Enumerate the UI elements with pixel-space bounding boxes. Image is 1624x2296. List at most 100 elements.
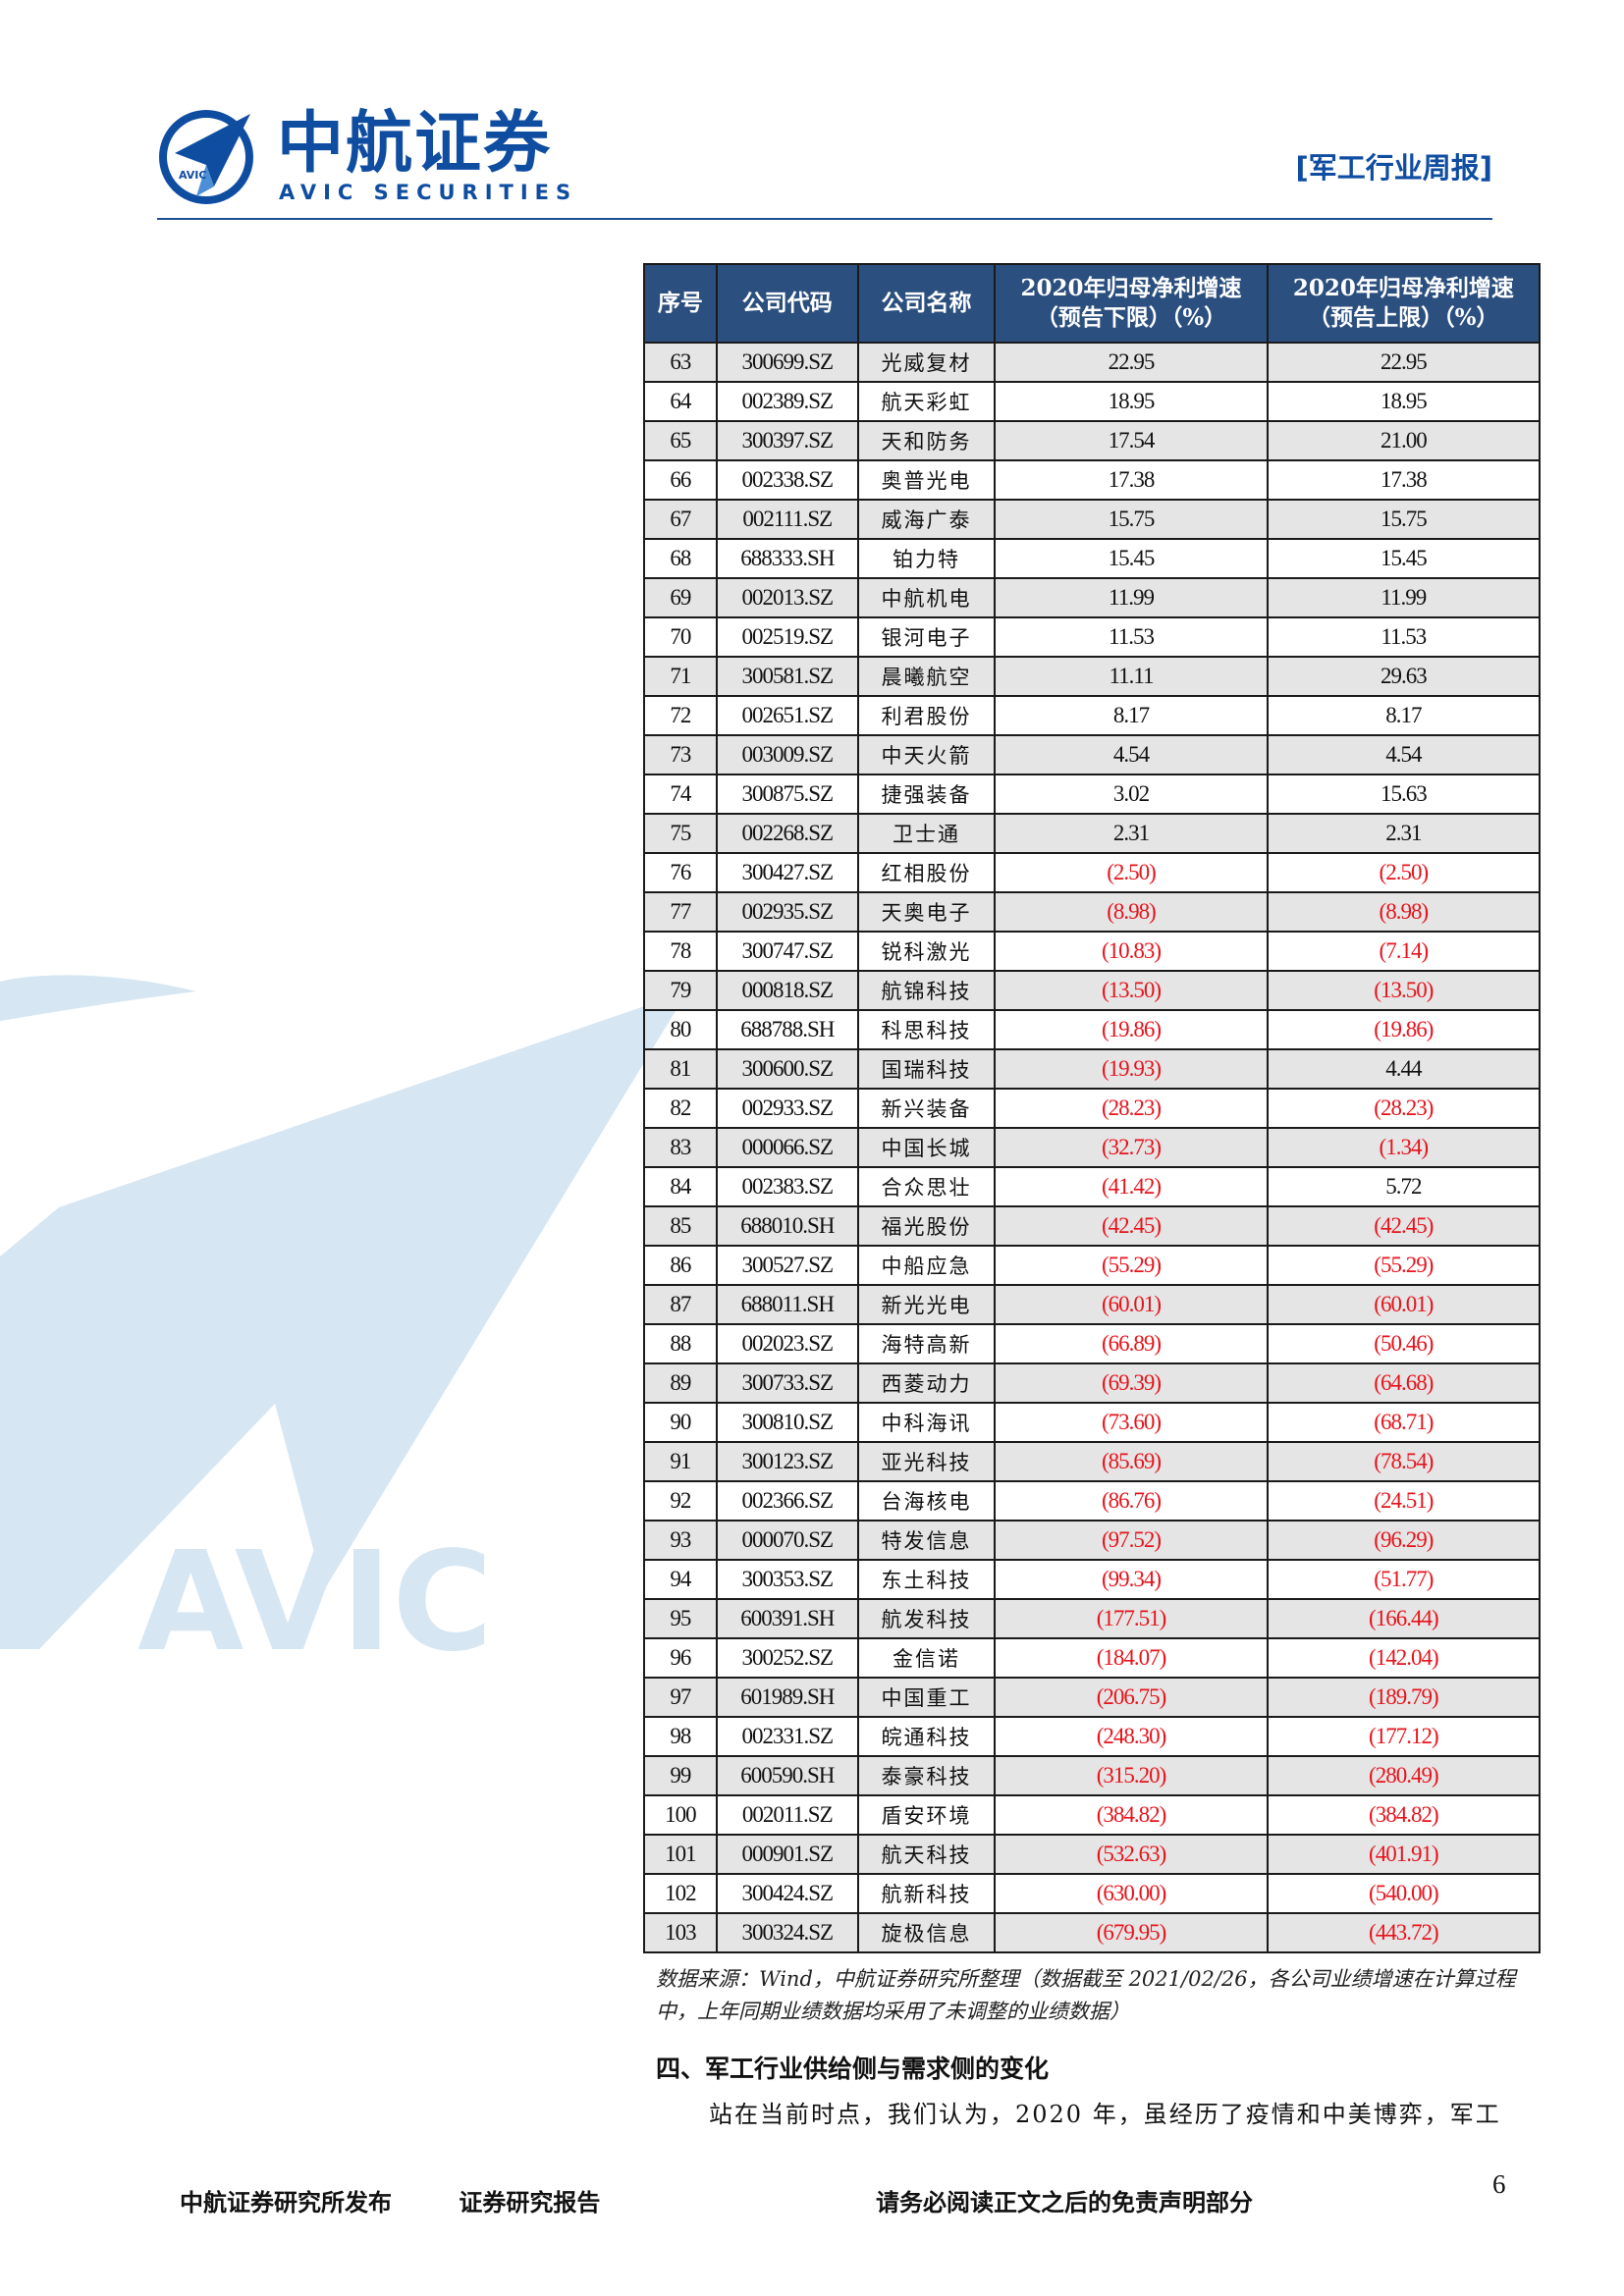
table-row: 82 002933.SZ 新兴装备 (28.23) (28.23) [643, 1088, 1542, 1129]
cell-growth-lower: (177.51) [994, 1598, 1269, 1639]
cell-index: 63 [643, 342, 718, 383]
cell-name: 中科海讯 [856, 1402, 997, 1443]
cell-index: 73 [643, 734, 718, 775]
cell-name: 旋极信息 [856, 1912, 997, 1953]
cell-growth-lower: (13.50) [994, 970, 1269, 1011]
cell-growth-upper: (189.79) [1266, 1677, 1542, 1718]
header-divider [157, 218, 1492, 220]
cell-index: 79 [643, 970, 718, 1011]
footer-doc-type: 证券研究报告 [459, 2189, 601, 2216]
cell-growth-lower: 17.38 [994, 459, 1269, 501]
cell-code: 002268.SZ [715, 813, 859, 854]
cell-code: 600590.SH [715, 1755, 859, 1796]
cell-growth-upper: (24.51) [1266, 1480, 1542, 1522]
cell-code: 003009.SZ [715, 734, 859, 775]
cell-growth-lower: 15.45 [994, 538, 1269, 579]
cell-code: 300424.SZ [715, 1873, 859, 1914]
cell-growth-upper: (142.04) [1266, 1637, 1542, 1679]
cell-index: 90 [643, 1402, 718, 1443]
logo-chinese: 中航证券 [277, 105, 553, 183]
cell-code: 688010.SH [715, 1205, 859, 1247]
cell-growth-upper: (19.86) [1266, 1009, 1542, 1050]
report-type-tag: [军工行业周报] [1295, 151, 1492, 185]
watermark-text: AVIC [137, 1522, 493, 1682]
cell-code: 300123.SZ [715, 1441, 859, 1482]
page-header: AVIC 中航证券 AVIC SECURITIES [军工行业周报] [157, 106, 1492, 224]
cell-code: 601989.SH [715, 1677, 859, 1718]
table-row: 63 300699.SZ 光威复材 22.95 22.95 [643, 342, 1542, 383]
cell-growth-lower: (42.45) [994, 1205, 1269, 1247]
cell-growth-upper: (55.29) [1266, 1245, 1542, 1286]
cell-growth-lower: (10.83) [994, 931, 1269, 972]
cell-name: 金信诺 [856, 1637, 997, 1679]
cell-name: 中天火箭 [856, 734, 997, 775]
cell-index: 74 [643, 774, 718, 815]
footer-disclaimer: 请务必阅读正文之后的免责声明部分 [876, 2189, 1253, 2216]
cell-name: 铂力特 [856, 538, 997, 579]
logo-badge: AVIC [179, 169, 206, 182]
table-row: 66 002338.SZ 奥普光电 17.38 17.38 [643, 459, 1542, 501]
cell-growth-lower: 11.99 [994, 577, 1269, 618]
cell-growth-upper: (443.72) [1266, 1912, 1542, 1953]
page-number: 6 [1492, 2169, 1506, 2199]
table-row: 95 600391.SH 航发科技 (177.51) (166.44) [643, 1598, 1542, 1639]
table-row: 85 688010.SH 福光股份 (42.45) (42.45) [643, 1205, 1542, 1247]
cell-code: 300875.SZ [715, 774, 859, 815]
cell-index: 86 [643, 1245, 718, 1286]
cell-growth-lower: 3.02 [994, 774, 1269, 815]
col-header-code: 公司代码 [715, 263, 859, 344]
table-row: 97 601989.SH 中国重工 (206.75) (189.79) [643, 1677, 1542, 1718]
cell-code: 002011.SZ [715, 1794, 859, 1836]
cell-name: 特发信息 [856, 1520, 997, 1561]
table-row: 83 000066.SZ 中国长城 (32.73) (1.34) [643, 1127, 1542, 1168]
cell-index: 100 [643, 1794, 718, 1836]
cell-code: 300397.SZ [715, 420, 859, 461]
cell-code: 002013.SZ [715, 577, 859, 618]
cell-growth-lower: (97.52) [994, 1520, 1269, 1561]
cell-growth-lower: 11.11 [994, 656, 1269, 697]
cell-name: 中国长城 [856, 1127, 997, 1168]
cell-name: 卫士通 [856, 813, 997, 854]
cell-index: 77 [643, 891, 718, 933]
cell-growth-upper: (7.14) [1266, 931, 1542, 972]
cell-index: 91 [643, 1441, 718, 1482]
cell-name: 红相股份 [856, 852, 997, 893]
cell-growth-upper: (8.98) [1266, 891, 1542, 933]
cell-growth-lower: (248.30) [994, 1716, 1269, 1757]
table-row: 86 300527.SZ 中船应急 (55.29) (55.29) [643, 1245, 1542, 1286]
cell-name: 中国重工 [856, 1677, 997, 1718]
col-header-index: 序号 [643, 263, 718, 344]
cell-growth-upper: 21.00 [1266, 420, 1542, 461]
body-paragraph: 站在当前时点，我们认为，2020 年，虽经历了疫情和中美博弈，军工 [709, 2101, 1501, 2128]
cell-growth-upper: 11.53 [1266, 616, 1542, 658]
cell-growth-lower: 2.31 [994, 813, 1269, 854]
cell-growth-lower: (184.07) [994, 1637, 1269, 1679]
cell-growth-upper: (2.50) [1266, 852, 1542, 893]
cell-code: 688011.SH [715, 1284, 859, 1325]
cell-growth-lower: (86.76) [994, 1480, 1269, 1522]
table-row: 101 000901.SZ 航天科技 (532.63) (401.91) [643, 1834, 1542, 1875]
cell-growth-lower: (384.82) [994, 1794, 1269, 1836]
cell-growth-upper: (78.54) [1266, 1441, 1542, 1482]
cell-growth-upper: 18.95 [1266, 381, 1542, 422]
cell-growth-lower: (66.89) [994, 1323, 1269, 1364]
cell-growth-lower: (85.69) [994, 1441, 1269, 1482]
cell-index: 98 [643, 1716, 718, 1757]
cell-index: 89 [643, 1362, 718, 1404]
cell-growth-upper: 5.72 [1266, 1166, 1542, 1207]
source-note: 数据来源：Wind，中航证券研究所整理（数据截至 2021/02/26，各公司业… [656, 1967, 1516, 2023]
table-row: 84 002383.SZ 合众思壮 (41.42) 5.72 [643, 1166, 1542, 1207]
cell-name: 东土科技 [856, 1559, 997, 1600]
table-header-row: 序号 公司代码 公司名称 2020年归母净利增速（预告下限）（%） 2020年归… [643, 263, 1542, 344]
cell-name: 天奥电子 [856, 891, 997, 933]
table-row: 99 600590.SH 泰豪科技 (315.20) (280.49) [643, 1755, 1542, 1796]
cell-growth-lower: 15.75 [994, 499, 1269, 540]
cell-name: 晨曦航空 [856, 656, 997, 697]
earnings-growth-table: 序号 公司代码 公司名称 2020年归母净利增速（预告下限）（%） 2020年归… [643, 263, 1542, 1953]
cell-growth-upper: 15.75 [1266, 499, 1542, 540]
cell-growth-upper: (51.77) [1266, 1559, 1542, 1600]
cell-name: 科思科技 [856, 1009, 997, 1050]
cell-growth-lower: (99.34) [994, 1559, 1269, 1600]
cell-index: 103 [643, 1912, 718, 1953]
table-row: 65 300397.SZ 天和防务 17.54 21.00 [643, 420, 1542, 461]
